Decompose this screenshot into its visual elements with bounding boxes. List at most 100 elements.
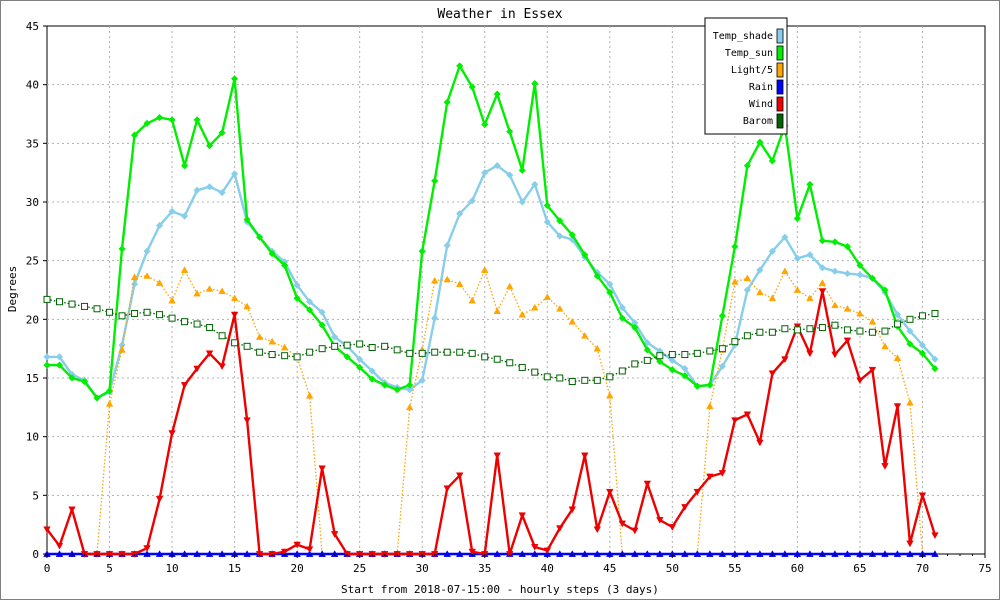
data-point-light-5 (218, 287, 226, 295)
data-point-barom (218, 332, 226, 340)
data-point-wind (631, 527, 639, 535)
data-point-barom (843, 326, 851, 334)
data-point-wind (493, 452, 501, 460)
y-tick-label: 10 (26, 431, 39, 444)
data-point-barom (906, 315, 914, 323)
data-point-wind (518, 512, 526, 520)
data-point-barom (56, 298, 64, 306)
series-layer (43, 62, 939, 558)
data-point-wind (455, 472, 464, 480)
y-tick-label: 20 (26, 313, 39, 326)
data-point-barom (718, 345, 726, 353)
x-tick-label: 45 (603, 562, 616, 575)
data-point-wind (168, 430, 176, 437)
data-point-wind (143, 545, 151, 552)
data-point-temp-shade (130, 280, 139, 288)
data-point-temp-sun (718, 312, 727, 320)
data-point-light-5 (105, 399, 114, 407)
legend-swatch-temp-shade (776, 28, 784, 44)
data-point-barom (756, 328, 764, 336)
data-point-barom (781, 325, 789, 333)
data-point-temp-sun (931, 364, 939, 373)
data-point-light-5 (556, 304, 564, 312)
data-point-temp-shade (168, 207, 176, 216)
data-point-barom (618, 367, 626, 375)
data-point-temp-sun (881, 286, 889, 294)
x-tick-label: 20 (291, 562, 304, 575)
data-point-barom (231, 339, 239, 347)
data-point-temp-shade (643, 339, 651, 347)
data-point-wind (305, 546, 314, 554)
data-point-wind (893, 403, 902, 410)
data-point-barom (181, 318, 189, 326)
data-point-wind (543, 547, 551, 555)
data-point-temp-sun (581, 251, 589, 259)
data-point-barom (468, 349, 476, 357)
data-point-temp-sun (243, 215, 251, 224)
data-point-temp-shade (931, 355, 939, 363)
data-point-barom (431, 348, 439, 356)
data-point-temp-sun (293, 294, 301, 302)
data-point-temp-shade (43, 353, 51, 361)
data-point-barom (93, 305, 101, 313)
data-point-wind (731, 417, 739, 425)
data-point-barom (531, 368, 539, 376)
data-point-temp-sun (518, 166, 526, 174)
legend-box (704, 17, 788, 135)
data-point-temp-sun (806, 180, 814, 189)
data-point-wind (593, 526, 602, 534)
data-point-barom (581, 376, 589, 384)
data-point-rain (55, 550, 64, 557)
data-point-light-5 (518, 310, 526, 318)
data-point-temp-shade (330, 333, 339, 341)
data-point-barom (393, 346, 401, 354)
data-point-temp-shade (818, 264, 827, 272)
data-point-barom (856, 327, 864, 335)
data-point-rain (568, 550, 577, 557)
data-point-wind (756, 439, 764, 447)
data-point-temp-sun (205, 142, 214, 150)
data-point-temp-sun (456, 62, 464, 70)
data-point-light-5 (756, 288, 764, 296)
data-point-barom (343, 341, 351, 349)
data-point-barom (881, 327, 889, 335)
data-point-barom (318, 345, 326, 353)
data-point-barom (893, 320, 901, 328)
legend-swatch-wind (776, 96, 784, 112)
data-point-temp-sun (255, 233, 264, 241)
data-point-rain (893, 550, 902, 557)
legend-label-light-5: Light/5 (731, 65, 773, 76)
data-point-barom (131, 309, 139, 317)
data-point-barom (668, 351, 676, 359)
data-point-light-5 (881, 342, 889, 350)
data-point-wind (781, 356, 789, 364)
data-point-wind (931, 532, 939, 540)
data-point-temp-shade (781, 233, 789, 241)
x-tick-label: 40 (541, 562, 554, 575)
legend-label-barom: Barom (743, 116, 773, 127)
data-point-barom (43, 295, 51, 303)
data-point-light-5 (543, 293, 551, 300)
data-point-light-5 (868, 317, 877, 325)
data-point-wind (55, 542, 64, 550)
data-point-temp-sun (155, 113, 164, 122)
x-tick-label: 5 (106, 562, 113, 575)
data-point-rain (318, 550, 326, 557)
data-point-light-5 (781, 267, 789, 275)
data-point-light-5 (793, 286, 802, 293)
data-point-temp-shade (193, 186, 201, 194)
data-point-temp-shade (356, 355, 364, 363)
data-point-barom (281, 352, 289, 360)
data-point-temp-sun (531, 79, 539, 88)
data-point-temp-shade (893, 310, 902, 319)
data-point-temp-sun (230, 75, 239, 83)
data-point-temp-shade (906, 327, 914, 335)
data-point-rain (593, 550, 602, 557)
data-point-temp-shade (668, 356, 676, 365)
data-point-barom (306, 348, 314, 356)
legend-swatch-barom (776, 113, 784, 129)
data-point-wind (205, 350, 214, 358)
data-point-temp-sun (843, 242, 852, 251)
data-point-barom (806, 325, 814, 333)
data-point-barom (818, 324, 826, 332)
